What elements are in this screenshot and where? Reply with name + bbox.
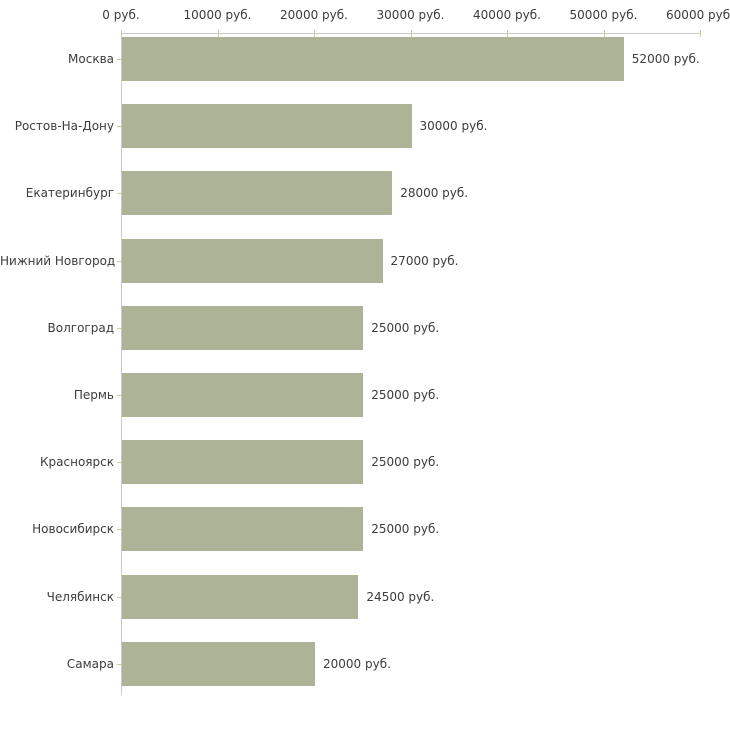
- bar: [122, 574, 359, 619]
- x-axis-tick: [217, 30, 219, 37]
- value-label: 28000 руб.: [400, 186, 469, 201]
- y-axis-tick: [117, 193, 121, 195]
- x-axis-tick: [410, 30, 412, 37]
- value-label: 20000 руб.: [323, 656, 391, 671]
- x-axis-tick: [507, 30, 508, 37]
- x-axis-tick: [603, 30, 605, 37]
- category-label: Самара: [66, 656, 114, 671]
- category-label: Екатеринбург: [25, 186, 114, 201]
- value-label: 27000 руб.: [390, 253, 459, 268]
- y-axis-tick: [117, 596, 121, 598]
- y-axis-tick: [117, 663, 121, 665]
- x-axis-tick-label: 40000 руб.: [473, 8, 541, 22]
- x-axis-tick: [121, 30, 122, 37]
- y-axis-tick: [117, 260, 121, 262]
- y-axis-tick: [117, 395, 121, 396]
- bar: [122, 641, 315, 686]
- bar: [122, 104, 412, 149]
- bar: [122, 238, 383, 283]
- bar: [122, 373, 364, 417]
- x-axis-tick: [700, 30, 701, 37]
- y-axis-line: [121, 33, 122, 695]
- category-label: Нижний Новгород: [0, 253, 116, 268]
- x-axis-tick-label: 30000 руб.: [376, 8, 445, 22]
- bar: [122, 37, 624, 81]
- x-axis-tick-label: 0 руб.: [102, 8, 140, 22]
- bar: [122, 507, 364, 552]
- value-label: 25000 руб.: [371, 522, 440, 537]
- category-label: Волгоград: [47, 320, 114, 335]
- category-label: Ростов-На-Дону: [14, 119, 114, 134]
- x-axis-tick-label: 20000 руб.: [280, 8, 348, 22]
- x-axis-tick: [314, 30, 315, 37]
- y-axis-tick: [117, 529, 121, 531]
- category-label: Москва: [68, 52, 114, 66]
- y-axis-tick: [117, 462, 121, 464]
- category-label: Новосибирск: [32, 522, 114, 537]
- value-label: 30000 руб.: [419, 119, 488, 134]
- category-label: Челябинск: [46, 589, 114, 604]
- category-label: Красноярск: [40, 455, 114, 470]
- bar: [122, 305, 364, 350]
- value-label: 25000 руб.: [371, 388, 440, 402]
- bar: [122, 440, 364, 485]
- value-label: 25000 руб.: [371, 455, 440, 470]
- y-axis-tick: [117, 327, 121, 329]
- bar: [122, 171, 393, 216]
- value-label: 24500 руб.: [366, 589, 435, 604]
- x-axis-tick-label: 60000 руб.: [666, 8, 730, 22]
- category-label: Пермь: [73, 388, 114, 402]
- x-axis-tick-label: 10000 руб.: [183, 8, 252, 22]
- value-label: 25000 руб.: [371, 320, 440, 335]
- y-axis-tick: [117, 59, 121, 60]
- y-axis-tick: [117, 126, 121, 128]
- value-label: 52000 руб.: [631, 52, 700, 66]
- x-axis-tick-label: 50000 руб.: [569, 8, 638, 22]
